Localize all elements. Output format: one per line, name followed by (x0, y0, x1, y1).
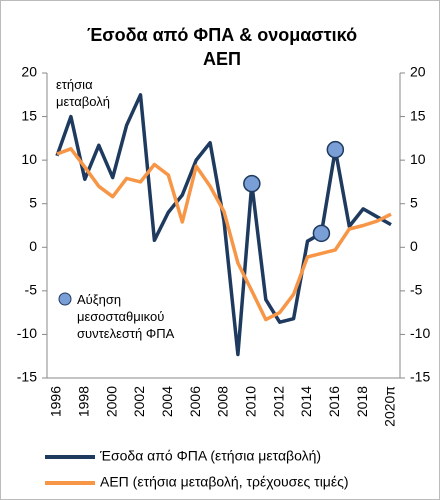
x-tick-label: 2002 (131, 386, 147, 417)
y2-tick-label: 5 (410, 194, 418, 210)
x-tick-label: 2000 (103, 386, 119, 417)
y-tick-label: -5 (25, 282, 38, 298)
y-tick-label: 15 (21, 107, 37, 123)
y-tick-label: 10 (21, 151, 37, 167)
x-tick-label: 2012 (270, 386, 286, 417)
x-tick-label: 1998 (76, 386, 92, 417)
y-tick-label: 20 (21, 64, 37, 80)
y-tick-label: -15 (17, 369, 37, 385)
legend-label: Έσοδα από ΦΠΑ (ετήσια μεταβολή) (99, 448, 321, 464)
series-line (56, 147, 392, 322)
marker (326, 140, 345, 159)
x-tick-label: 2006 (187, 386, 203, 417)
y2-tick-label: -10 (410, 325, 430, 341)
marker (243, 174, 261, 193)
chart-title: Έσοδα από ΦΠΑ & ονομαστικό (87, 25, 357, 45)
x-tick-label: 2014 (298, 386, 314, 417)
x-tick-label: 1996 (48, 386, 64, 417)
x-tick-label: 2008 (215, 386, 231, 417)
y-tick-label: 0 (29, 238, 37, 254)
y2-tick-label: 15 (410, 107, 426, 123)
y2-tick-label: 20 (410, 64, 426, 80)
y2-tick-label: -5 (410, 282, 423, 298)
legend-swatch (58, 292, 72, 306)
y-tick-label: -10 (17, 325, 37, 341)
y-tick-label: 5 (29, 194, 37, 210)
legend-label: ΑΕΠ (ετήσια μεταβολή, τρέχουσες τιμές) (100, 474, 349, 490)
chart-title: ΑΕΠ (203, 49, 241, 69)
axis-label: ετήσια μεταβολή (56, 77, 110, 109)
x-tick-label: 2010 (243, 386, 259, 417)
y2-tick-label: 10 (410, 151, 426, 167)
y2-tick-label: -15 (410, 369, 430, 385)
x-tick-label: 2016 (326, 386, 342, 417)
x-tick-label: 2004 (159, 386, 175, 417)
legend-label: Αύξηση μεσοσταθμικού συντελεστή ΦΠΑ (77, 292, 175, 341)
x-tick-label: 2020π (382, 386, 398, 427)
y2-tick-label: 0 (410, 238, 418, 254)
x-tick-label: 2018 (354, 386, 370, 417)
marker (312, 224, 331, 243)
